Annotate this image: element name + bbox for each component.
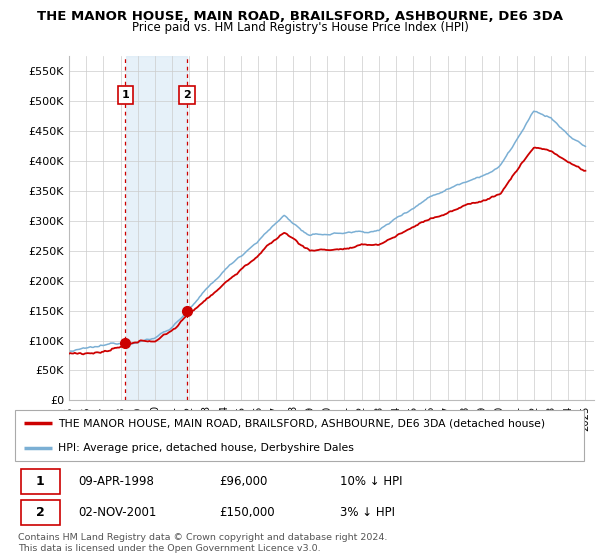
Text: 10% ↓ HPI: 10% ↓ HPI [340, 475, 403, 488]
Text: HPI: Average price, detached house, Derbyshire Dales: HPI: Average price, detached house, Derb… [58, 442, 354, 452]
Text: 3% ↓ HPI: 3% ↓ HPI [340, 506, 395, 519]
Text: THE MANOR HOUSE, MAIN ROAD, BRAILSFORD, ASHBOURNE, DE6 3DA (detached house): THE MANOR HOUSE, MAIN ROAD, BRAILSFORD, … [58, 418, 545, 428]
FancyBboxPatch shape [15, 410, 584, 461]
FancyBboxPatch shape [20, 500, 60, 525]
Text: THE MANOR HOUSE, MAIN ROAD, BRAILSFORD, ASHBOURNE, DE6 3DA: THE MANOR HOUSE, MAIN ROAD, BRAILSFORD, … [37, 10, 563, 23]
Text: 09-APR-1998: 09-APR-1998 [78, 475, 154, 488]
Text: Contains HM Land Registry data © Crown copyright and database right 2024.
This d: Contains HM Land Registry data © Crown c… [18, 533, 388, 553]
Text: 1: 1 [121, 90, 129, 100]
Text: 02-NOV-2001: 02-NOV-2001 [78, 506, 157, 519]
Text: £150,000: £150,000 [220, 506, 275, 519]
Text: £96,000: £96,000 [220, 475, 268, 488]
Text: 2: 2 [183, 90, 191, 100]
FancyBboxPatch shape [20, 469, 60, 494]
Text: 1: 1 [36, 475, 44, 488]
Text: Price paid vs. HM Land Registry's House Price Index (HPI): Price paid vs. HM Land Registry's House … [131, 21, 469, 34]
Text: 2: 2 [36, 506, 44, 519]
